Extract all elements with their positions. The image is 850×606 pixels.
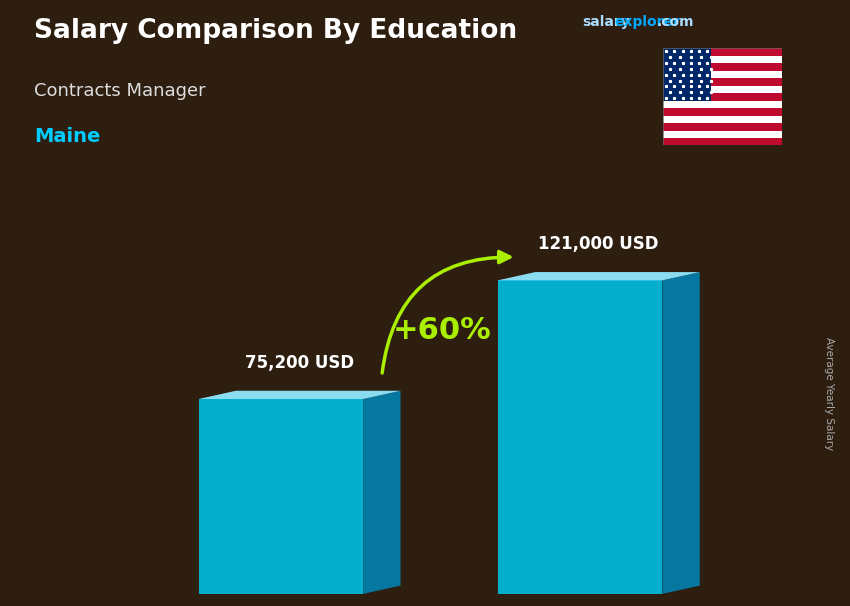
Polygon shape <box>199 391 400 399</box>
Text: Maine: Maine <box>34 127 100 146</box>
Bar <box>663 138 782 145</box>
Text: salary: salary <box>582 15 630 29</box>
Text: explorer: explorer <box>615 15 680 29</box>
Text: Contracts Manager: Contracts Manager <box>34 82 206 100</box>
Polygon shape <box>662 272 700 594</box>
Text: 75,200 USD: 75,200 USD <box>245 354 354 372</box>
Polygon shape <box>199 399 363 594</box>
Bar <box>663 86 782 93</box>
Polygon shape <box>363 391 400 594</box>
Bar <box>663 71 782 78</box>
FancyArrowPatch shape <box>382 251 510 373</box>
Text: Salary Comparison By Education: Salary Comparison By Education <box>34 18 517 44</box>
Polygon shape <box>498 281 662 594</box>
Text: +60%: +60% <box>393 316 491 345</box>
Text: .com: .com <box>657 15 694 29</box>
Bar <box>663 123 782 130</box>
Polygon shape <box>498 272 700 281</box>
Text: Average Yearly Salary: Average Yearly Salary <box>824 338 834 450</box>
Bar <box>663 64 782 71</box>
Text: 121,000 USD: 121,000 USD <box>539 235 659 253</box>
Bar <box>663 78 782 86</box>
Bar <box>663 93 782 101</box>
Bar <box>663 101 782 108</box>
Bar <box>663 56 782 64</box>
Bar <box>663 48 711 101</box>
Bar <box>663 130 782 138</box>
Bar <box>663 48 782 56</box>
Bar <box>663 116 782 123</box>
Bar <box>663 108 782 116</box>
